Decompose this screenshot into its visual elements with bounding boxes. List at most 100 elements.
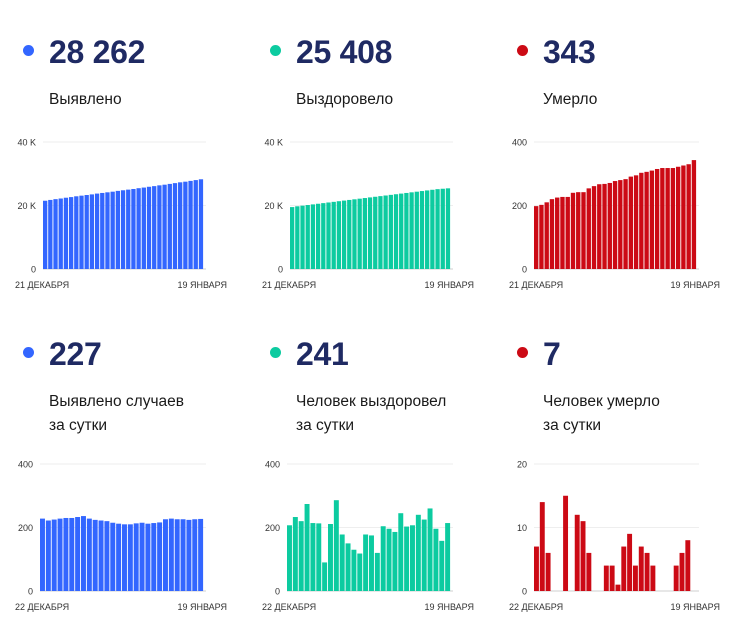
bar [167, 183, 172, 269]
bar [328, 524, 333, 591]
bar [576, 192, 581, 269]
bar [86, 518, 92, 591]
bar [192, 519, 198, 591]
bar [305, 205, 310, 269]
bar [628, 176, 634, 269]
bar [380, 526, 386, 591]
bar [539, 502, 545, 591]
chart-3: 0 200 400 22 ДЕКАБРЯ 19 ЯНВАРЯ [15, 460, 227, 613]
label-line-2: за сутки [49, 417, 108, 434]
bar [435, 189, 440, 269]
bar [586, 188, 591, 269]
bar [100, 192, 105, 269]
bar [621, 546, 627, 591]
bar [632, 565, 638, 591]
bar [425, 190, 430, 269]
bar [331, 201, 336, 269]
bar [560, 196, 565, 269]
bar [369, 535, 374, 591]
bar [122, 524, 127, 591]
y-tick-label: 400 [18, 460, 33, 470]
bar [373, 196, 378, 269]
big-number: 227 [49, 336, 102, 372]
y-tick-label: 20 K [17, 201, 36, 211]
bar [51, 519, 57, 591]
panel-daily-cases: 227 Выявлено случаев за сутки [23, 336, 253, 608]
y-tick-label: 0 [275, 587, 280, 597]
bar [352, 199, 357, 269]
label-line-1: Умерло [543, 91, 598, 108]
bar [555, 197, 560, 269]
bar [660, 168, 665, 269]
bar [84, 195, 89, 269]
bar [570, 192, 576, 269]
bar [644, 552, 650, 591]
bar [383, 195, 388, 269]
bar [691, 160, 697, 269]
bar [544, 202, 549, 269]
x-start-label: 21 ДЕКАБРЯ [262, 280, 316, 290]
bar [618, 180, 623, 269]
bar [193, 180, 198, 269]
y-tick-label: 0 [522, 265, 527, 275]
panel-label: Выздоровело [296, 88, 393, 112]
bar [534, 206, 539, 269]
bar [445, 523, 451, 591]
series-dot-icon [23, 347, 34, 358]
bar [172, 183, 178, 269]
bar [146, 186, 152, 269]
bar [545, 552, 551, 591]
bar [627, 533, 633, 591]
bar [136, 188, 141, 269]
bar [341, 200, 347, 269]
bar [92, 519, 98, 591]
panel-label: Человек умерло за сутки [543, 390, 660, 438]
bar [152, 186, 157, 269]
bar [310, 523, 316, 591]
y-tick-label: 40 K [17, 138, 36, 148]
label-line-1: Выявлено случаев [49, 393, 184, 410]
bar [43, 200, 48, 269]
bar [45, 520, 51, 591]
bar [186, 519, 192, 591]
bar [623, 179, 628, 269]
bar [295, 206, 300, 269]
y-tick-label: 200 [18, 523, 33, 533]
y-tick-label: 400 [265, 460, 280, 470]
bar [597, 184, 602, 269]
x-start-label: 21 ДЕКАБРЯ [15, 280, 69, 290]
bar [316, 523, 322, 591]
bar [670, 168, 676, 269]
bar [105, 192, 110, 269]
chart-0: 0 20 K 40 K 21 ДЕКАБРЯ 19 ЯНВАРЯ [15, 138, 227, 291]
bar [563, 495, 569, 591]
bar [430, 189, 435, 269]
bar [439, 540, 445, 591]
bar [633, 175, 639, 269]
bar [367, 197, 373, 269]
y-tick-label: 20 K [264, 201, 283, 211]
y-tick-label: 10 [517, 523, 527, 533]
y-tick-label: 200 [512, 201, 527, 211]
x-end-label: 19 ЯНВАРЯ [670, 602, 720, 612]
big-number: 343 [543, 34, 596, 70]
chart-1: 0 20 K 40 K 21 ДЕКАБРЯ 19 ЯНВАРЯ [262, 138, 474, 291]
bar [607, 182, 612, 269]
bar [357, 553, 363, 591]
bar [110, 191, 115, 269]
chart-2: 0 200 400 21 ДЕКАБРЯ 19 ЯНВАРЯ [509, 138, 720, 291]
bar [198, 518, 204, 591]
bar [141, 187, 146, 269]
bar [131, 188, 136, 269]
bar [392, 531, 398, 591]
bar [433, 528, 439, 591]
bar [586, 552, 592, 591]
bar [40, 518, 45, 591]
panel-total-cases: 28 262 Выявлено [23, 34, 253, 286]
bar [198, 179, 204, 269]
bar [336, 201, 342, 269]
big-number: 241 [296, 336, 349, 372]
bar [151, 523, 157, 591]
bar [133, 523, 139, 591]
x-start-label: 21 ДЕКАБРЯ [509, 280, 563, 290]
